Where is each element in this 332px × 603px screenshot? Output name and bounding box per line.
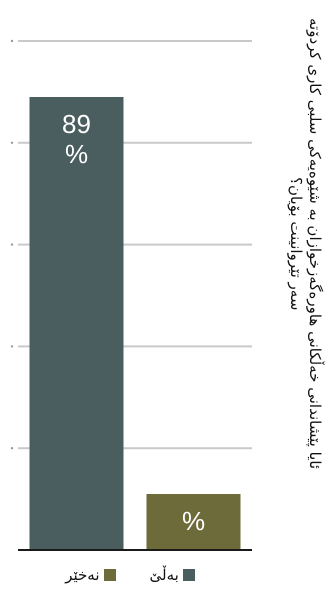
legend-label-yes: بەڵێ [149,566,179,584]
legend-item-yes: بەڵێ [150,566,195,584]
data-label-no: % [182,506,205,536]
legend-item-no: نەخێر [65,566,116,584]
tick-mark [10,243,14,246]
chart-legend: نەخێر بەڵێ [0,560,260,590]
bar-yes [29,96,124,551]
tick-mark [10,447,14,450]
chart-title: ئایا پێشاندانی خەڵکانی هاورەگەزخوازان بە… [287,18,324,470]
tick-mark [10,39,14,43]
legend-swatch-no [103,569,116,581]
tick-mark [10,345,14,348]
tick-mark [10,141,14,144]
data-label-yes: 89% [62,109,91,169]
legend-swatch-yes [182,569,195,581]
legend-label-no: نەخێر [65,566,100,584]
bar-no [146,494,241,550]
